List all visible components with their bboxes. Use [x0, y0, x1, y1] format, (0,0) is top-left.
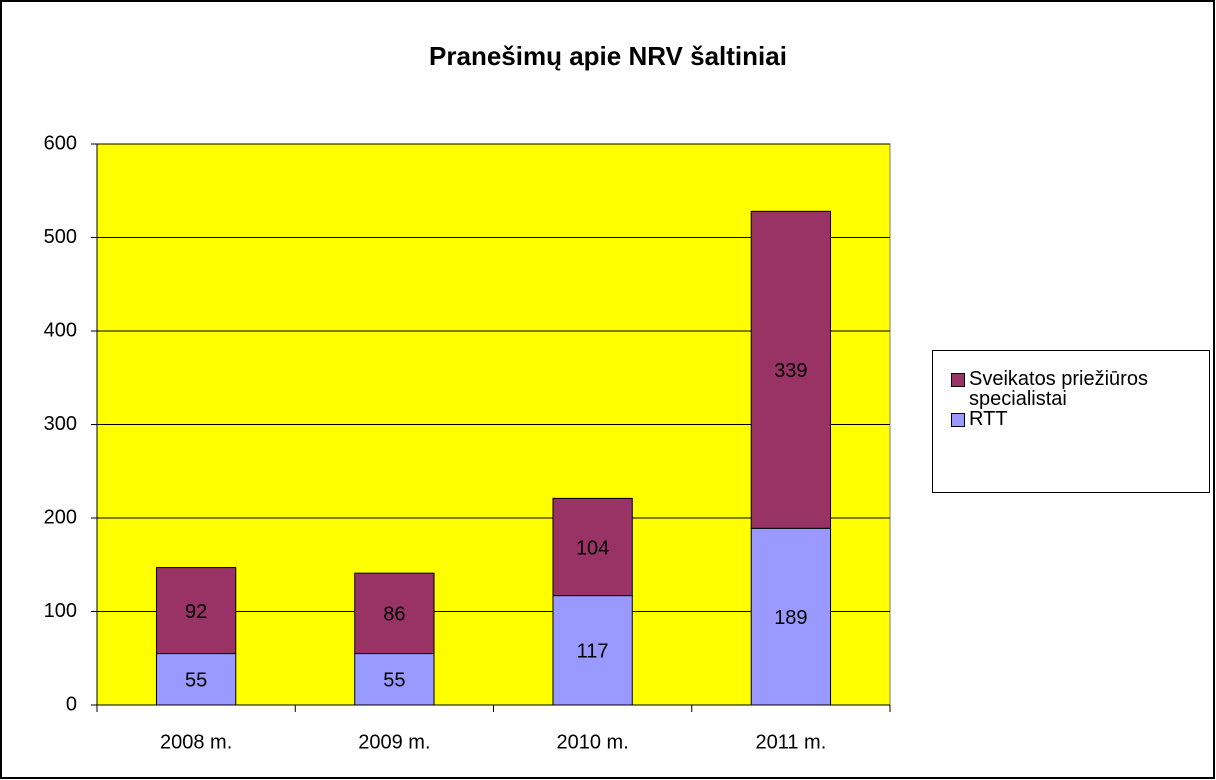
x-tick-label: 2009 m. [358, 731, 430, 753]
data-label: 339 [774, 360, 807, 382]
y-tick-label: 500 [44, 226, 77, 248]
data-label: 92 [185, 601, 207, 623]
bar-segment [155, 567, 237, 655]
x-tick-label: 2008 m. [160, 731, 232, 753]
x-tick-label: 2010 m. [556, 731, 628, 753]
data-label: 104 [576, 537, 609, 559]
bar-segment [155, 653, 237, 706]
bar-segment [750, 210, 832, 529]
bar-segment [354, 653, 435, 706]
bar-segment [750, 527, 832, 706]
bar-segment [552, 595, 633, 706]
y-tick-label: 100 [44, 600, 77, 622]
y-tick-label: 400 [44, 319, 77, 341]
legend-swatch [951, 413, 965, 427]
data-label: 55 [383, 670, 405, 692]
legend-item: Sveikatos priežiūros specialistai [951, 369, 1201, 409]
legend-swatch [951, 373, 965, 387]
bar-segment [552, 497, 633, 597]
bar-segment [354, 572, 435, 655]
data-label: 117 [577, 641, 609, 663]
chart-title: Pranešimų apie NRV šaltiniai [429, 41, 787, 71]
legend-label: Sveikatos priežiūros specialistai [969, 368, 1148, 410]
y-tick-label: 200 [44, 506, 77, 528]
legend-label: RTT [969, 408, 1008, 430]
x-tick-label: 2011 m. [755, 731, 826, 753]
data-label: 86 [383, 604, 405, 626]
data-label: 55 [185, 670, 207, 692]
data-label: 189 [774, 607, 807, 629]
y-tick-label: 600 [44, 132, 77, 154]
legend-item: RTT [951, 409, 1201, 429]
y-tick-label: 0 [66, 693, 77, 715]
legend: Sveikatos priežiūros specialistai RTT [932, 350, 1210, 493]
y-tick-label: 300 [44, 413, 77, 435]
